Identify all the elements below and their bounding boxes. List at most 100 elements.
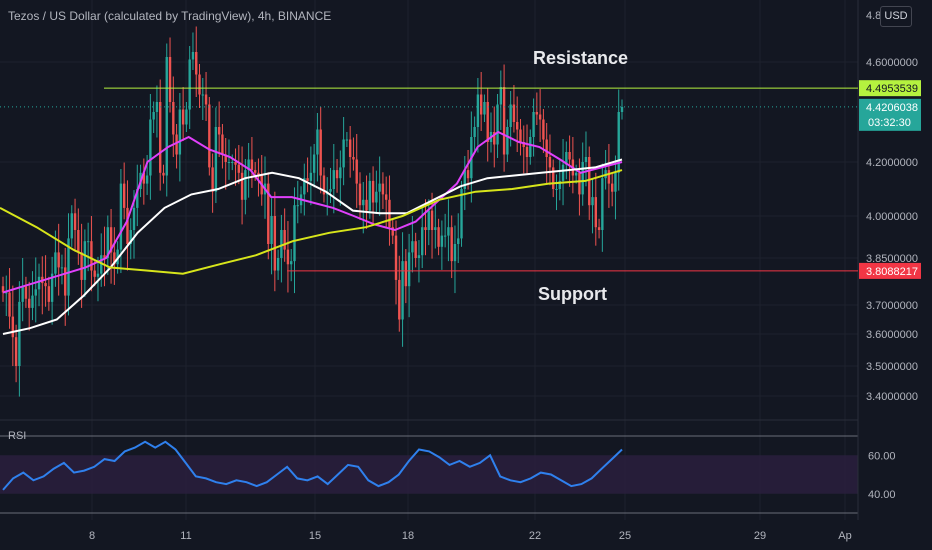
candle-body: [398, 279, 401, 320]
candle-body: [555, 189, 558, 190]
candle-body: [237, 164, 241, 173]
rsi-series: 40.00 60.00: [2, 440, 896, 501]
price-tick-label: 3.5000000: [866, 361, 918, 373]
candle-body: [450, 227, 453, 262]
candle-body: [430, 210, 434, 230]
candle-body: [594, 197, 597, 228]
moving-average-white: [2, 158, 623, 335]
candle-body: [411, 241, 414, 253]
candle-body: [96, 273, 100, 277]
candle-body: [109, 227, 113, 253]
moving-average-magenta: [2, 130, 623, 294]
candle-body: [106, 227, 110, 258]
candle-body: [119, 183, 123, 250]
candle-body: [342, 139, 345, 168]
candle-body: [80, 252, 83, 280]
resistance-annotation: Resistance: [533, 48, 629, 68]
candle-body: [542, 119, 545, 140]
candle-body: [165, 57, 168, 176]
candle-body: [37, 276, 41, 290]
candle-body: [60, 267, 64, 269]
candle-body: [83, 241, 87, 280]
candle-body: [535, 112, 539, 115]
candle-body: [597, 227, 601, 230]
candle-body: [391, 227, 394, 236]
candle-body: [614, 172, 617, 192]
candle-body: [565, 152, 568, 165]
candle-body: [529, 137, 532, 157]
candle-body: [591, 197, 594, 206]
candle-body: [283, 230, 286, 250]
candle-body: [371, 180, 375, 203]
moving-average-series: [0, 130, 623, 335]
candle-body: [607, 170, 611, 184]
candle-body: [538, 114, 542, 120]
chart-title: Tezos / US Dollar (calculated by Trading…: [8, 9, 332, 23]
candle-body: [195, 52, 198, 75]
candle-body: [463, 170, 466, 189]
candle-body: [44, 283, 47, 287]
candle-body: [496, 104, 499, 145]
candle-body: [466, 170, 470, 179]
currency-selector[interactable]: USD: [880, 6, 912, 27]
candle-body: [574, 172, 578, 176]
candle-body: [394, 235, 398, 280]
candle-body: [234, 162, 237, 165]
candle-body: [21, 286, 24, 302]
candle-body: [358, 183, 362, 206]
candle-body: [244, 170, 247, 200]
candle-body: [47, 286, 51, 302]
candle-body: [250, 159, 254, 171]
rsi-label: RSI: [8, 430, 27, 442]
countdown-label: 03:32:30: [868, 117, 911, 129]
candle-body: [332, 170, 335, 189]
candle-body: [73, 213, 77, 230]
time-tick-label: 18: [402, 530, 414, 542]
support-annotation: Support: [538, 284, 607, 304]
candle-body: [578, 172, 581, 195]
candle-body: [499, 87, 503, 105]
candle-body: [476, 94, 480, 127]
candle-body: [149, 119, 152, 176]
time-tick-label: 15: [309, 530, 321, 542]
rsi-tick-label: 60.00: [868, 450, 896, 462]
candle-body: [276, 258, 280, 271]
candle-body: [5, 292, 8, 294]
candle-body: [515, 122, 519, 130]
level-lines: 4.4953539 3.8088217 4.4206038 03:32:30: [0, 80, 921, 279]
resistance-price-label: 4.4953539: [866, 83, 918, 95]
price-tick-label: 4.2000000: [866, 157, 918, 169]
candle-body: [306, 178, 309, 181]
candle-body: [581, 162, 584, 195]
candle-body: [132, 207, 136, 230]
time-tick-label: 22: [529, 530, 541, 542]
candle-body: [522, 142, 525, 147]
candle-body: [303, 178, 306, 195]
candle-body: [427, 210, 430, 230]
candle-body: [159, 102, 162, 173]
candle-body: [378, 183, 381, 192]
candle-body: [440, 235, 444, 247]
price-tick-label: 4.0000000: [866, 211, 918, 223]
candle-body: [293, 205, 296, 262]
candle-body: [493, 132, 496, 145]
candle-body: [316, 129, 319, 155]
candle-body: [267, 183, 270, 244]
candle-body: [601, 178, 604, 230]
candle-body: [375, 191, 378, 203]
candle-body: [113, 252, 116, 265]
candle-body: [8, 292, 11, 317]
candle-body: [67, 238, 70, 296]
candle-body: [221, 134, 224, 155]
candle-body: [224, 154, 227, 162]
price-tick-label: 4.6000000: [866, 57, 918, 69]
candle-body: [486, 102, 489, 142]
candle-body: [345, 139, 349, 141]
candle-body: [362, 199, 365, 206]
candle-body: [103, 255, 106, 258]
candle-body: [355, 159, 358, 184]
candle-body: [34, 289, 37, 296]
candle-body: [181, 109, 185, 125]
candle-body: [93, 270, 96, 277]
